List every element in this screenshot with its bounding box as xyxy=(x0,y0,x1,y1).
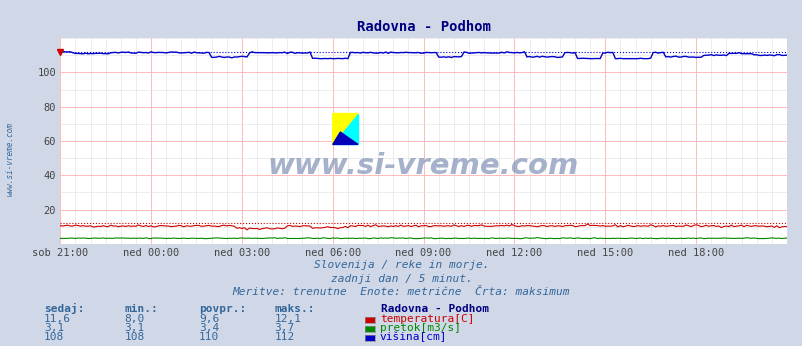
Polygon shape xyxy=(332,113,358,144)
Text: 3,7: 3,7 xyxy=(274,324,294,334)
Text: 3,4: 3,4 xyxy=(199,324,219,334)
Text: 8,0: 8,0 xyxy=(124,315,144,325)
Text: sedaj:: sedaj: xyxy=(44,303,84,314)
Text: 3,1: 3,1 xyxy=(44,324,64,334)
Text: 3,1: 3,1 xyxy=(124,324,144,334)
Text: višina[cm]: višina[cm] xyxy=(379,332,447,343)
Text: Radovna - Podhom: Radovna - Podhom xyxy=(381,304,488,314)
Text: povpr.:: povpr.: xyxy=(199,304,246,314)
Text: 110: 110 xyxy=(199,333,219,343)
Text: Slovenija / reke in morje.: Slovenija / reke in morje. xyxy=(314,260,488,270)
Text: 112: 112 xyxy=(274,333,294,343)
Text: pretok[m3/s]: pretok[m3/s] xyxy=(379,324,460,334)
Text: 9,6: 9,6 xyxy=(199,315,219,325)
Text: 12,1: 12,1 xyxy=(274,315,302,325)
Text: min.:: min.: xyxy=(124,304,158,314)
Text: Meritve: trenutne  Enote: metrične  Črta: maksimum: Meritve: trenutne Enote: metrične Črta: … xyxy=(233,287,569,297)
Polygon shape xyxy=(332,132,358,144)
Text: 108: 108 xyxy=(44,333,64,343)
Text: maks.:: maks.: xyxy=(274,304,314,314)
Text: temperatura[C]: temperatura[C] xyxy=(379,315,474,325)
Title: Radovna - Podhom: Radovna - Podhom xyxy=(356,20,490,34)
Text: www.si-vreme.com: www.si-vreme.com xyxy=(6,122,15,196)
Text: www.si-vreme.com: www.si-vreme.com xyxy=(268,152,578,180)
Text: zadnji dan / 5 minut.: zadnji dan / 5 minut. xyxy=(330,274,472,284)
Text: 108: 108 xyxy=(124,333,144,343)
Polygon shape xyxy=(332,113,358,144)
Text: 11,6: 11,6 xyxy=(44,315,71,325)
